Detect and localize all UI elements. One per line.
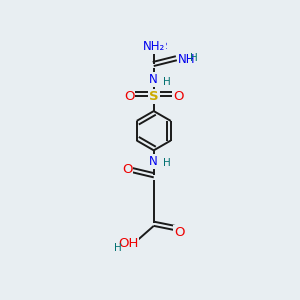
Text: O: O — [173, 90, 183, 103]
Text: NH: NH — [178, 52, 196, 66]
Text: H: H — [114, 243, 122, 253]
Text: S: S — [149, 90, 159, 103]
Text: NH₂: NH₂ — [142, 40, 165, 53]
Text: 2: 2 — [161, 42, 167, 51]
Text: NH: NH — [145, 40, 163, 53]
Text: OH: OH — [118, 237, 139, 250]
Text: N: N — [149, 155, 158, 168]
Text: H: H — [163, 77, 170, 87]
Text: H: H — [190, 53, 198, 63]
Text: O: O — [124, 90, 135, 103]
Text: H: H — [163, 158, 170, 168]
Text: O: O — [174, 226, 184, 239]
Text: N: N — [149, 74, 158, 86]
Text: O: O — [122, 163, 132, 176]
